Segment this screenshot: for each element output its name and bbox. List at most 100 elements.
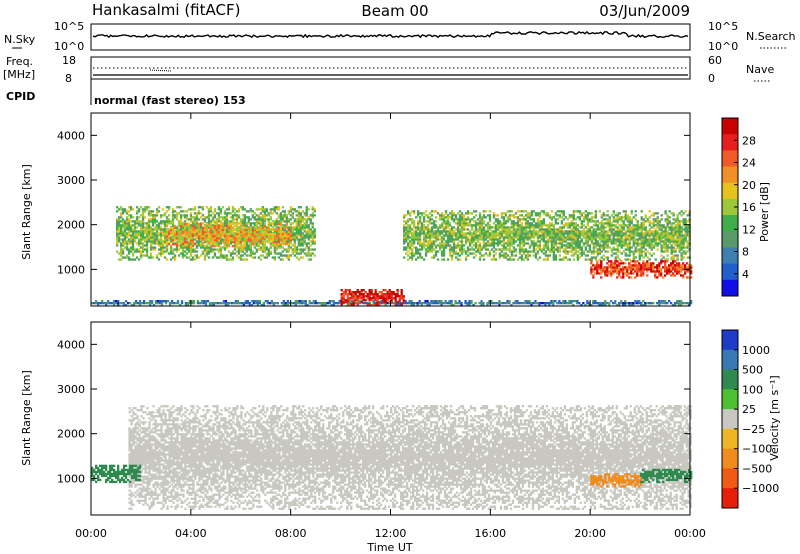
power-cell [164, 300, 168, 303]
power-cell [165, 243, 169, 246]
power-cell [131, 228, 135, 231]
power-cell [432, 244, 436, 247]
power-cell [580, 224, 583, 227]
nsky-tick-low: 10^0 [54, 40, 84, 53]
power-cell [120, 216, 123, 219]
power-cell [496, 228, 500, 231]
cpid-text: normal (fast stereo) 153 [94, 94, 246, 107]
power-cell [460, 220, 464, 223]
power-cell [251, 210, 254, 213]
power-cell [640, 210, 643, 213]
power-cell [275, 238, 278, 241]
power-cell [415, 226, 418, 229]
power-cell [419, 256, 422, 259]
power-cell [265, 210, 268, 213]
power-cell [303, 226, 306, 229]
power-cell [616, 304, 619, 307]
power-cell [161, 242, 165, 245]
power-cell [275, 222, 278, 225]
power-cell [354, 293, 357, 296]
power-cell [163, 256, 167, 259]
power-cell [558, 254, 561, 257]
power-cell [125, 256, 129, 259]
power-cell [241, 222, 244, 225]
power-cell [127, 218, 131, 221]
power-cell [211, 241, 215, 244]
power-cell [642, 226, 645, 229]
power-cell [526, 222, 530, 225]
power-cell [322, 302, 325, 305]
power-cell [466, 212, 470, 215]
power-cell [420, 230, 424, 233]
power-cell [588, 304, 591, 307]
power-cell [217, 226, 221, 230]
power-cell [650, 238, 653, 241]
power-cell [656, 234, 659, 237]
power-cell [227, 241, 231, 244]
power-cell [263, 256, 266, 259]
power-cell [502, 216, 506, 219]
power-cell [560, 236, 563, 239]
power-cell [362, 299, 365, 302]
power-cell [612, 228, 615, 231]
power-cell [638, 258, 641, 261]
power-cell [638, 244, 641, 247]
power-cell [289, 226, 292, 229]
power-cell [191, 216, 195, 219]
power-cell [470, 240, 474, 243]
power-cell [207, 222, 211, 225]
power-cell [243, 243, 246, 246]
power-cell [496, 242, 500, 245]
power-cell [295, 220, 298, 223]
power-cell [153, 238, 157, 241]
power-cell [207, 241, 211, 244]
power-cell [299, 222, 302, 225]
power-cell [179, 235, 183, 238]
power-cell [297, 220, 300, 223]
power-cell [516, 300, 519, 303]
power-cell [602, 212, 605, 215]
power-cell [606, 222, 609, 225]
power-cell [442, 258, 446, 261]
power-cell [632, 244, 635, 247]
power-cell [311, 212, 314, 215]
power-cell [155, 230, 159, 233]
power-cell [452, 238, 456, 241]
power-cell [576, 230, 579, 233]
power-cell [564, 232, 567, 235]
power-cell [199, 235, 203, 238]
power-cell [466, 210, 470, 213]
power-cell [134, 300, 138, 303]
power-cell [428, 304, 431, 307]
power-cell [405, 230, 408, 233]
power-cell [407, 250, 410, 253]
power-cell [190, 302, 194, 305]
power-cell [153, 232, 157, 235]
power-cell [196, 302, 200, 305]
power-cell [596, 250, 599, 253]
power-cell [149, 232, 153, 235]
power-cell [129, 250, 133, 253]
power-cell [251, 235, 254, 238]
power-cell [572, 232, 575, 235]
power-cell [313, 210, 316, 213]
power-cell [177, 248, 181, 251]
power-cell [245, 216, 248, 219]
power-cell [442, 214, 446, 217]
power-cell [127, 252, 131, 255]
power-cell [169, 250, 173, 253]
power-cell [374, 293, 377, 296]
power-cell [486, 236, 490, 239]
power-cell [590, 242, 593, 245]
power-cell [291, 248, 294, 251]
power-cell [159, 216, 163, 219]
power-cell [512, 242, 516, 245]
power-cell [450, 218, 454, 221]
power-cell [466, 222, 470, 225]
power-cell [147, 230, 151, 233]
power-cell [550, 248, 553, 251]
power-cell [145, 228, 149, 231]
power-cell [432, 226, 436, 229]
power-cell [116, 236, 119, 239]
power-cell [307, 224, 310, 227]
